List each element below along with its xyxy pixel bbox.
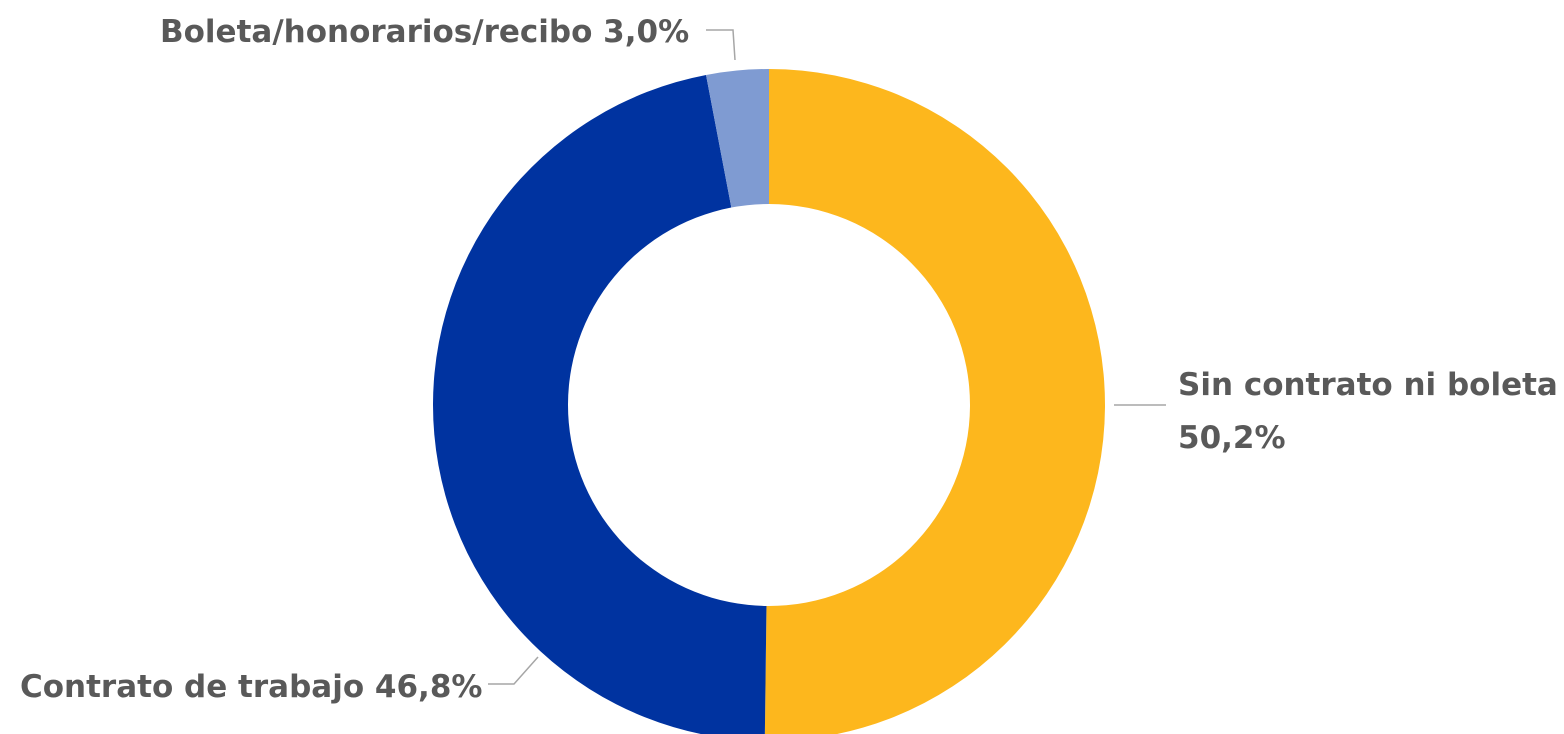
donut-slice-sin-contrato-ni-boleta xyxy=(764,69,1106,734)
data-label-sin-contrato: Sin contrato ni boleta xyxy=(1178,367,1558,403)
leader-line-contrato xyxy=(488,656,539,685)
donut-slices xyxy=(433,69,1106,734)
leader-line-boleta xyxy=(706,29,736,61)
donut-slice-boleta-honorarios-recibo xyxy=(706,69,769,208)
data-label-contrato: Contrato de trabajo 46,8% xyxy=(20,669,482,705)
data-label-sin-contrato-value: 50,2% xyxy=(1178,420,1286,456)
leader-lines xyxy=(488,29,1166,685)
data-label-boleta: Boleta/honorarios/recibo 3,0% xyxy=(160,14,689,50)
donut-slice-contrato-de-trabajo xyxy=(433,74,767,734)
